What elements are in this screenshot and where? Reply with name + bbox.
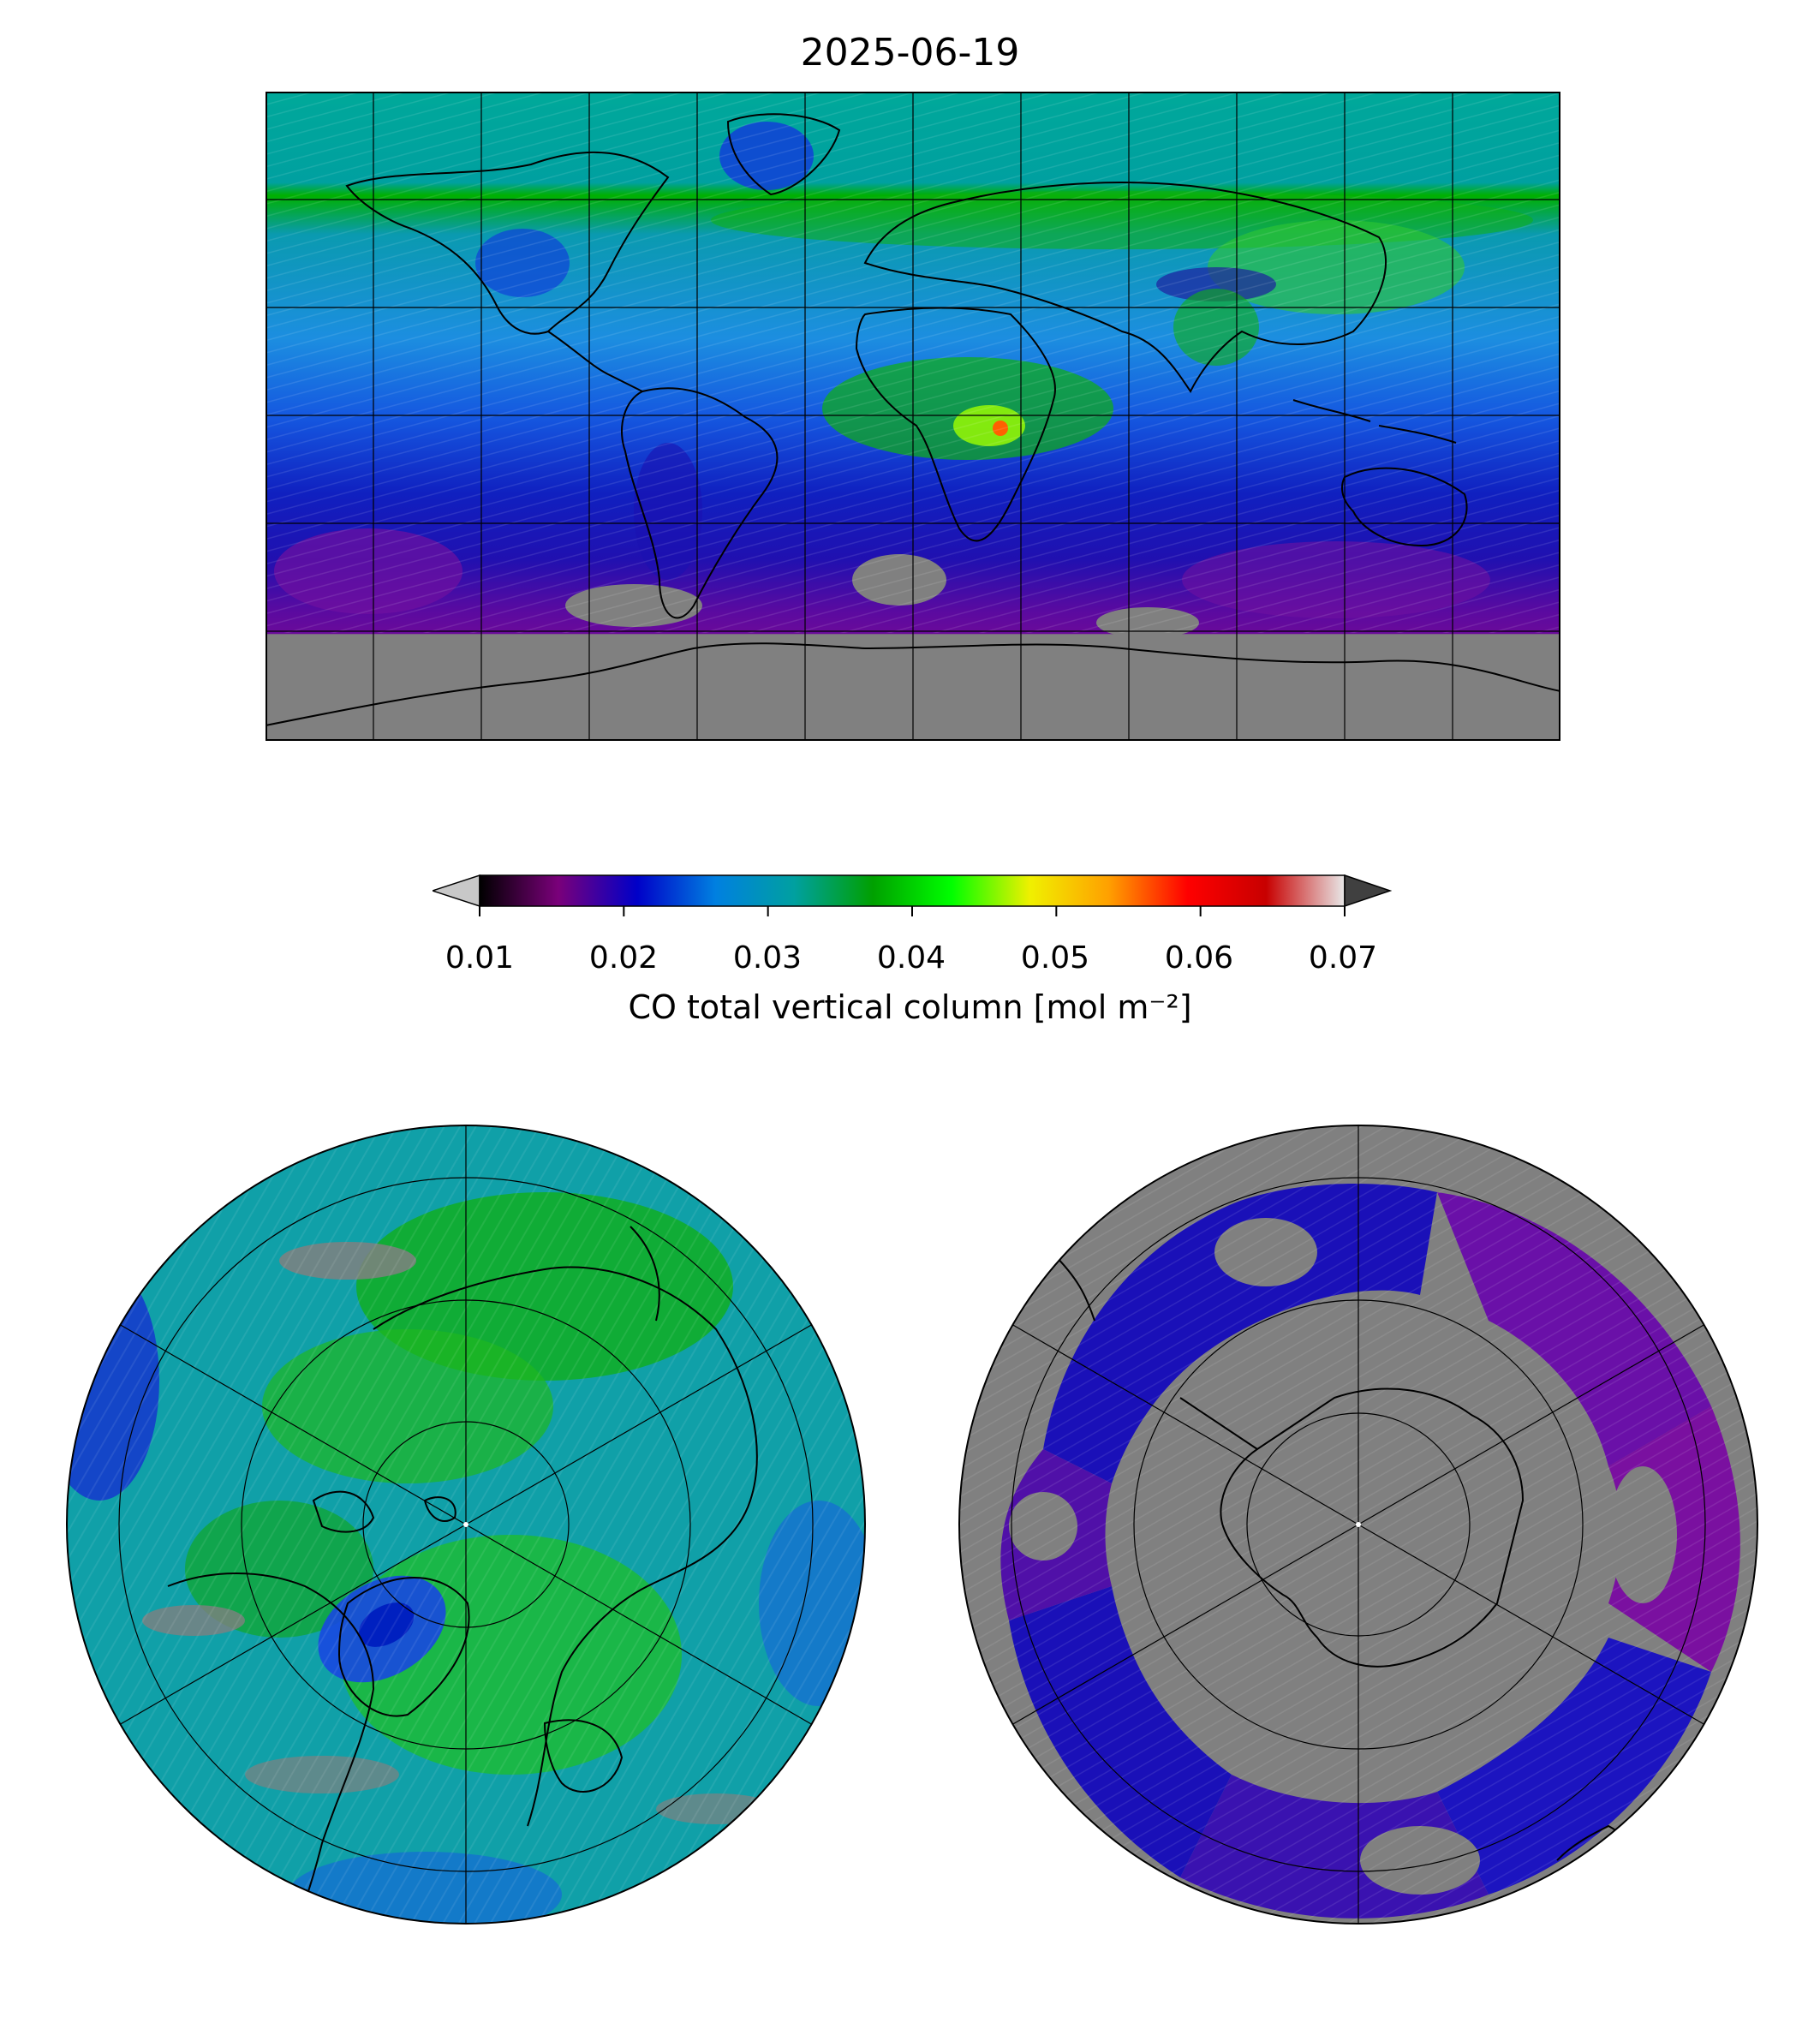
north-polar-map-panel: [65, 1124, 867, 1925]
colorbar-over-triangle: [1344, 874, 1392, 908]
coast-eurasia: [373, 1266, 758, 1827]
coast-australia: [1341, 467, 1468, 547]
colorbar-tick-label: 0.06: [1164, 940, 1234, 976]
coast-indonesia: [1292, 399, 1457, 444]
map-title: 2025-06-19: [800, 31, 1020, 75]
colorbar-gradient: [479, 874, 1346, 907]
south-polar-map-panel: [958, 1124, 1759, 1925]
north-polar-map: [66, 1125, 866, 1925]
coast-antarctic-peninsula: [1179, 1397, 1258, 1450]
coast-scandinavia: [543, 1719, 624, 1793]
colorbar-under-triangle: [433, 874, 480, 908]
coast-central-america: [547, 331, 643, 392]
colorbar-graphic: [433, 874, 1392, 916]
coast-greenland: [726, 113, 841, 196]
coast-north-america: [167, 1572, 375, 1924]
colorbar-tick-label: 0.04: [876, 940, 946, 976]
global-map-panel: [266, 92, 1560, 741]
colorbar-tick-label: 0.02: [588, 940, 659, 976]
pole-marker: [463, 1522, 468, 1527]
coast-south-america: [621, 387, 779, 619]
colorbar: [433, 874, 1392, 1036]
coast-antarctica: [1220, 1387, 1525, 1668]
colorbar-tick-label: 0.03: [732, 940, 803, 976]
colorbar-tick-label: 0.07: [1308, 940, 1378, 976]
colorbar-label: CO total vertical column [mol m⁻²]: [628, 988, 1192, 1026]
global-map: [266, 92, 1560, 741]
pole-marker: [1356, 1522, 1361, 1527]
colorbar-tick-label: 0.05: [1020, 940, 1090, 976]
coast-kamchatka: [630, 1226, 660, 1322]
colorbar-tick-label: 0.01: [445, 940, 515, 976]
coast-north-america: [345, 151, 670, 335]
coast-africa: [855, 307, 1056, 542]
coast-antarctica: [266, 642, 1560, 726]
coast-greenland: [337, 1577, 470, 1717]
south-polar-map: [958, 1125, 1758, 1925]
